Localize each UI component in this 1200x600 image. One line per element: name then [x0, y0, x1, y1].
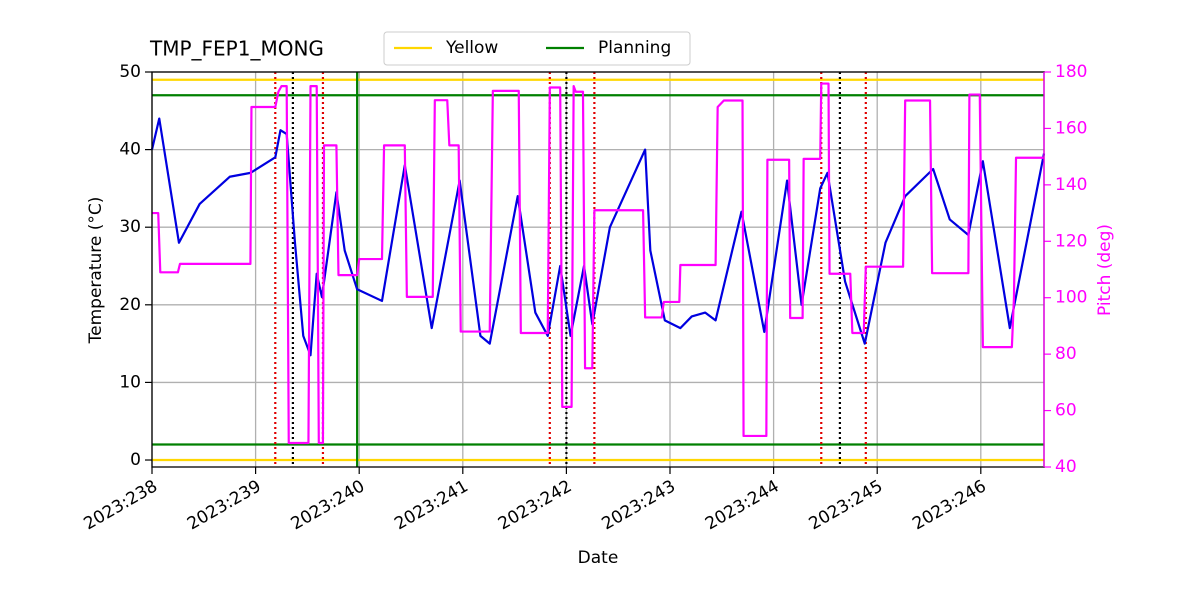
y2-axis-label: Pitch (deg): [1095, 224, 1115, 316]
x-tick-label: 2023:244: [702, 476, 783, 534]
y-tick-label: 30: [119, 217, 141, 237]
x-tick-label: 2023:241: [391, 476, 472, 534]
series-line: [152, 82, 1044, 445]
y2-tick-label: 120: [1055, 231, 1087, 251]
x-tick-label: 2023:239: [184, 476, 265, 534]
y-tick-label: 50: [119, 62, 141, 82]
plot-frame: [151, 71, 1045, 468]
x-axis-label: Date: [578, 548, 619, 568]
y2-tick-label: 160: [1055, 118, 1087, 138]
x-tick-label: 2023:238: [80, 476, 161, 534]
x-tick-label: 2023:246: [909, 476, 990, 534]
y2-tick-label: 80: [1055, 344, 1077, 364]
x-tick-label: 2023:245: [806, 476, 887, 534]
y-tick-label: 10: [119, 372, 141, 392]
y2-tick-label: 60: [1055, 401, 1077, 421]
legend-box: [383, 31, 691, 66]
y2-tick-label: 100: [1055, 288, 1087, 308]
x-tick-label: 2023:240: [288, 476, 369, 534]
x-tick-label: 2023:243: [598, 476, 679, 534]
y-tick-label: 40: [119, 140, 141, 160]
y-tick-label: 20: [119, 295, 141, 315]
chart-title: TMP_FEP1_MONG: [149, 37, 324, 61]
series-line: [150, 117, 1046, 357]
legend-label: Planning: [598, 38, 671, 58]
y2-tick-label: 180: [1055, 62, 1087, 82]
y-axis-label: Temperature (°C): [86, 197, 106, 345]
y2-tick-label: 140: [1055, 175, 1087, 195]
x-tick-label: 2023:242: [495, 476, 576, 534]
legend-label: Yellow: [445, 38, 498, 58]
y2-tick-label: 40: [1055, 457, 1077, 477]
y-tick-label: 0: [130, 450, 141, 470]
legend: Yellow Planning: [383, 31, 691, 66]
